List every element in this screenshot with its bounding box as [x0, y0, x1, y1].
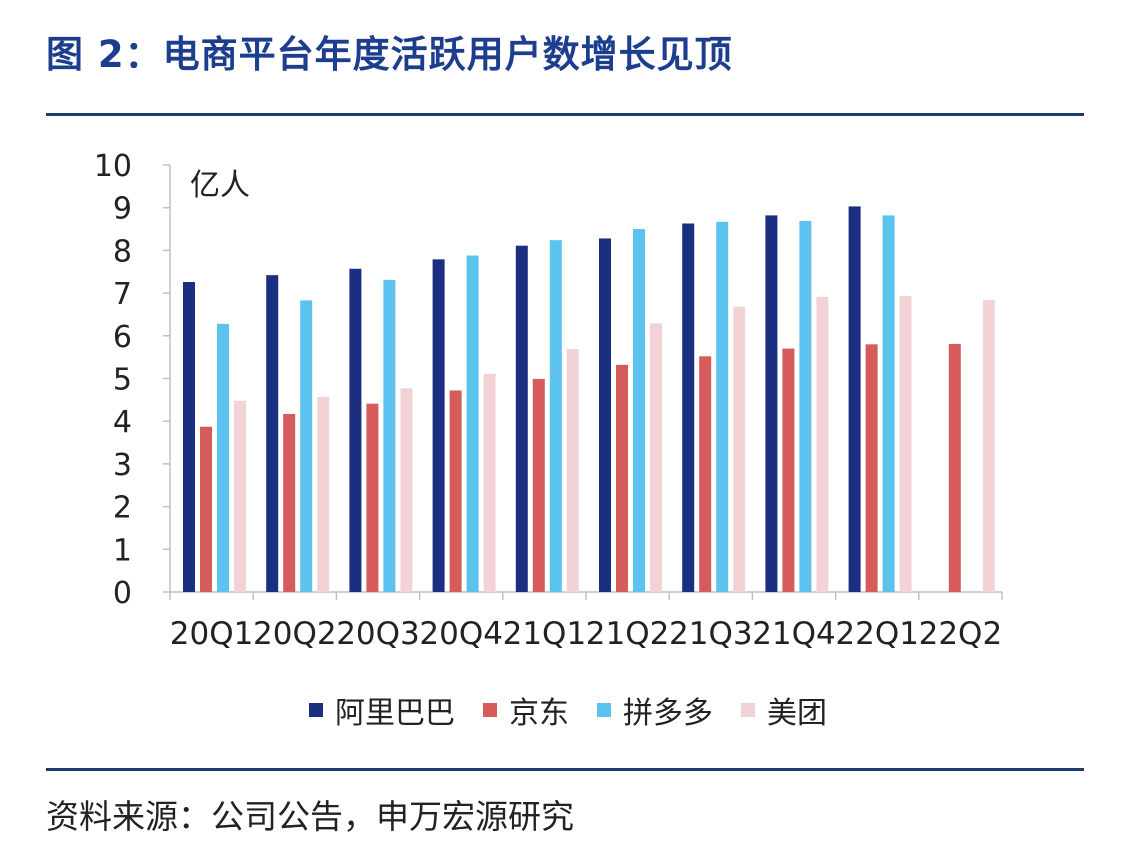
bar-美团-20Q1 [234, 400, 246, 592]
legend-item: 拼多多 [597, 688, 713, 732]
bar-京东-21Q4 [782, 348, 795, 592]
x-tick-label: 22Q2 [919, 616, 1003, 652]
y-tick-label: 9 [113, 192, 132, 227]
y-tick-label: 10 [94, 149, 132, 184]
bar-美团-21Q1 [566, 349, 579, 592]
legend-swatch [597, 703, 611, 717]
x-tick-label: 21Q3 [669, 616, 753, 652]
top-divider [46, 113, 1084, 116]
y-tick-label: 4 [113, 405, 132, 440]
chart-title: 图 2：电商平台年度活跃用户数增长见顶 [46, 33, 733, 76]
x-tick-label: 20Q2 [253, 616, 337, 652]
x-tick-label: 21Q2 [586, 616, 670, 652]
y-tick-label: 3 [113, 448, 132, 483]
bar-阿里巴巴-21Q2 [599, 238, 611, 592]
bar-京东-20Q4 [449, 390, 462, 592]
bar-美团-21Q3 [733, 306, 746, 592]
legend-label: 阿里巴巴 [335, 696, 455, 731]
y-tick-label: 6 [113, 320, 132, 355]
y-tick-label: 0 [113, 576, 132, 611]
bar-美团-20Q4 [483, 373, 496, 592]
bar-拼多多-20Q2 [300, 300, 313, 592]
legend-item: 美团 [741, 688, 827, 732]
bar-阿里巴巴-22Q1 [848, 206, 861, 592]
bar-京东-21Q2 [616, 364, 628, 592]
y-tick-label: 1 [113, 533, 132, 568]
bar-京东-20Q2 [283, 413, 296, 592]
bar-美团-21Q4 [816, 296, 829, 592]
bar-京东-22Q2 [948, 343, 961, 592]
bar-阿里巴巴-21Q4 [765, 215, 778, 593]
y-tick-label: 7 [113, 277, 132, 312]
bar-京东-20Q1 [200, 426, 212, 592]
x-tick-label: 21Q4 [752, 616, 836, 652]
bar-拼多多-21Q1 [549, 240, 562, 592]
bar-拼多多-21Q2 [633, 229, 645, 593]
legend-swatch [309, 703, 323, 717]
bar-拼多多-22Q1 [882, 215, 895, 593]
bar-京东-21Q3 [699, 356, 712, 592]
legend-item: 阿里巴巴 [309, 688, 455, 732]
bar-阿里巴巴-20Q2 [266, 275, 279, 592]
legend-swatch [741, 703, 755, 717]
y-tick-label: 5 [113, 363, 132, 398]
source-note: 资料来源：公司公告，申万宏源研究 [46, 797, 574, 836]
bar-series [183, 206, 995, 593]
y-unit-label: 亿人 [190, 168, 250, 203]
bar-京东-20Q3 [366, 403, 379, 592]
x-tick-label: 22Q1 [835, 616, 919, 652]
bar-阿里巴巴-20Q3 [349, 268, 362, 592]
y-tick-label: 8 [113, 234, 132, 269]
legend-label: 京东 [509, 696, 569, 731]
legend-label: 美团 [767, 696, 827, 731]
bar-拼多多-20Q1 [217, 323, 229, 592]
bar-美团-20Q2 [317, 396, 330, 592]
bar-美团-22Q1 [899, 296, 912, 592]
bar-拼多多-20Q4 [466, 255, 479, 593]
bar-阿里巴巴-21Q3 [682, 223, 695, 592]
legend-label: 拼多多 [623, 696, 713, 731]
bar-京东-22Q1 [865, 344, 878, 592]
x-tick-label: 21Q1 [503, 616, 587, 652]
bar-美团-22Q2 [982, 299, 995, 592]
x-tick-label: 20Q3 [336, 616, 420, 652]
bar-美团-21Q2 [650, 323, 662, 592]
x-axis: 20Q1 20Q2 20Q3 20Q4 21Q1 21Q2 21Q3 21Q4 22Q1 22Q2 [169, 591, 1003, 652]
bar-拼多多-21Q4 [799, 220, 812, 592]
bar-拼多多-21Q3 [716, 221, 729, 592]
bar-美团-20Q3 [400, 388, 413, 592]
bar-京东-21Q1 [532, 378, 545, 592]
x-tick-label: 20Q4 [419, 616, 503, 652]
bar-阿里巴巴-21Q1 [515, 245, 528, 592]
legend-swatch [483, 703, 497, 717]
bar-拼多多-20Q3 [383, 279, 396, 592]
legend-item: 京东 [483, 688, 569, 732]
bar-阿里巴巴-20Q1 [183, 281, 195, 592]
bottom-divider [46, 768, 1084, 771]
y-tick-label: 2 [113, 491, 132, 526]
x-tick-label: 20Q1 [170, 616, 254, 652]
y-axis: 0 1 2 3 4 5 6 7 8 9 10 [94, 149, 171, 611]
legend: 阿里巴巴 京东 拼多多 美团 [0, 688, 1136, 732]
bar-阿里巴巴-20Q4 [432, 259, 445, 592]
